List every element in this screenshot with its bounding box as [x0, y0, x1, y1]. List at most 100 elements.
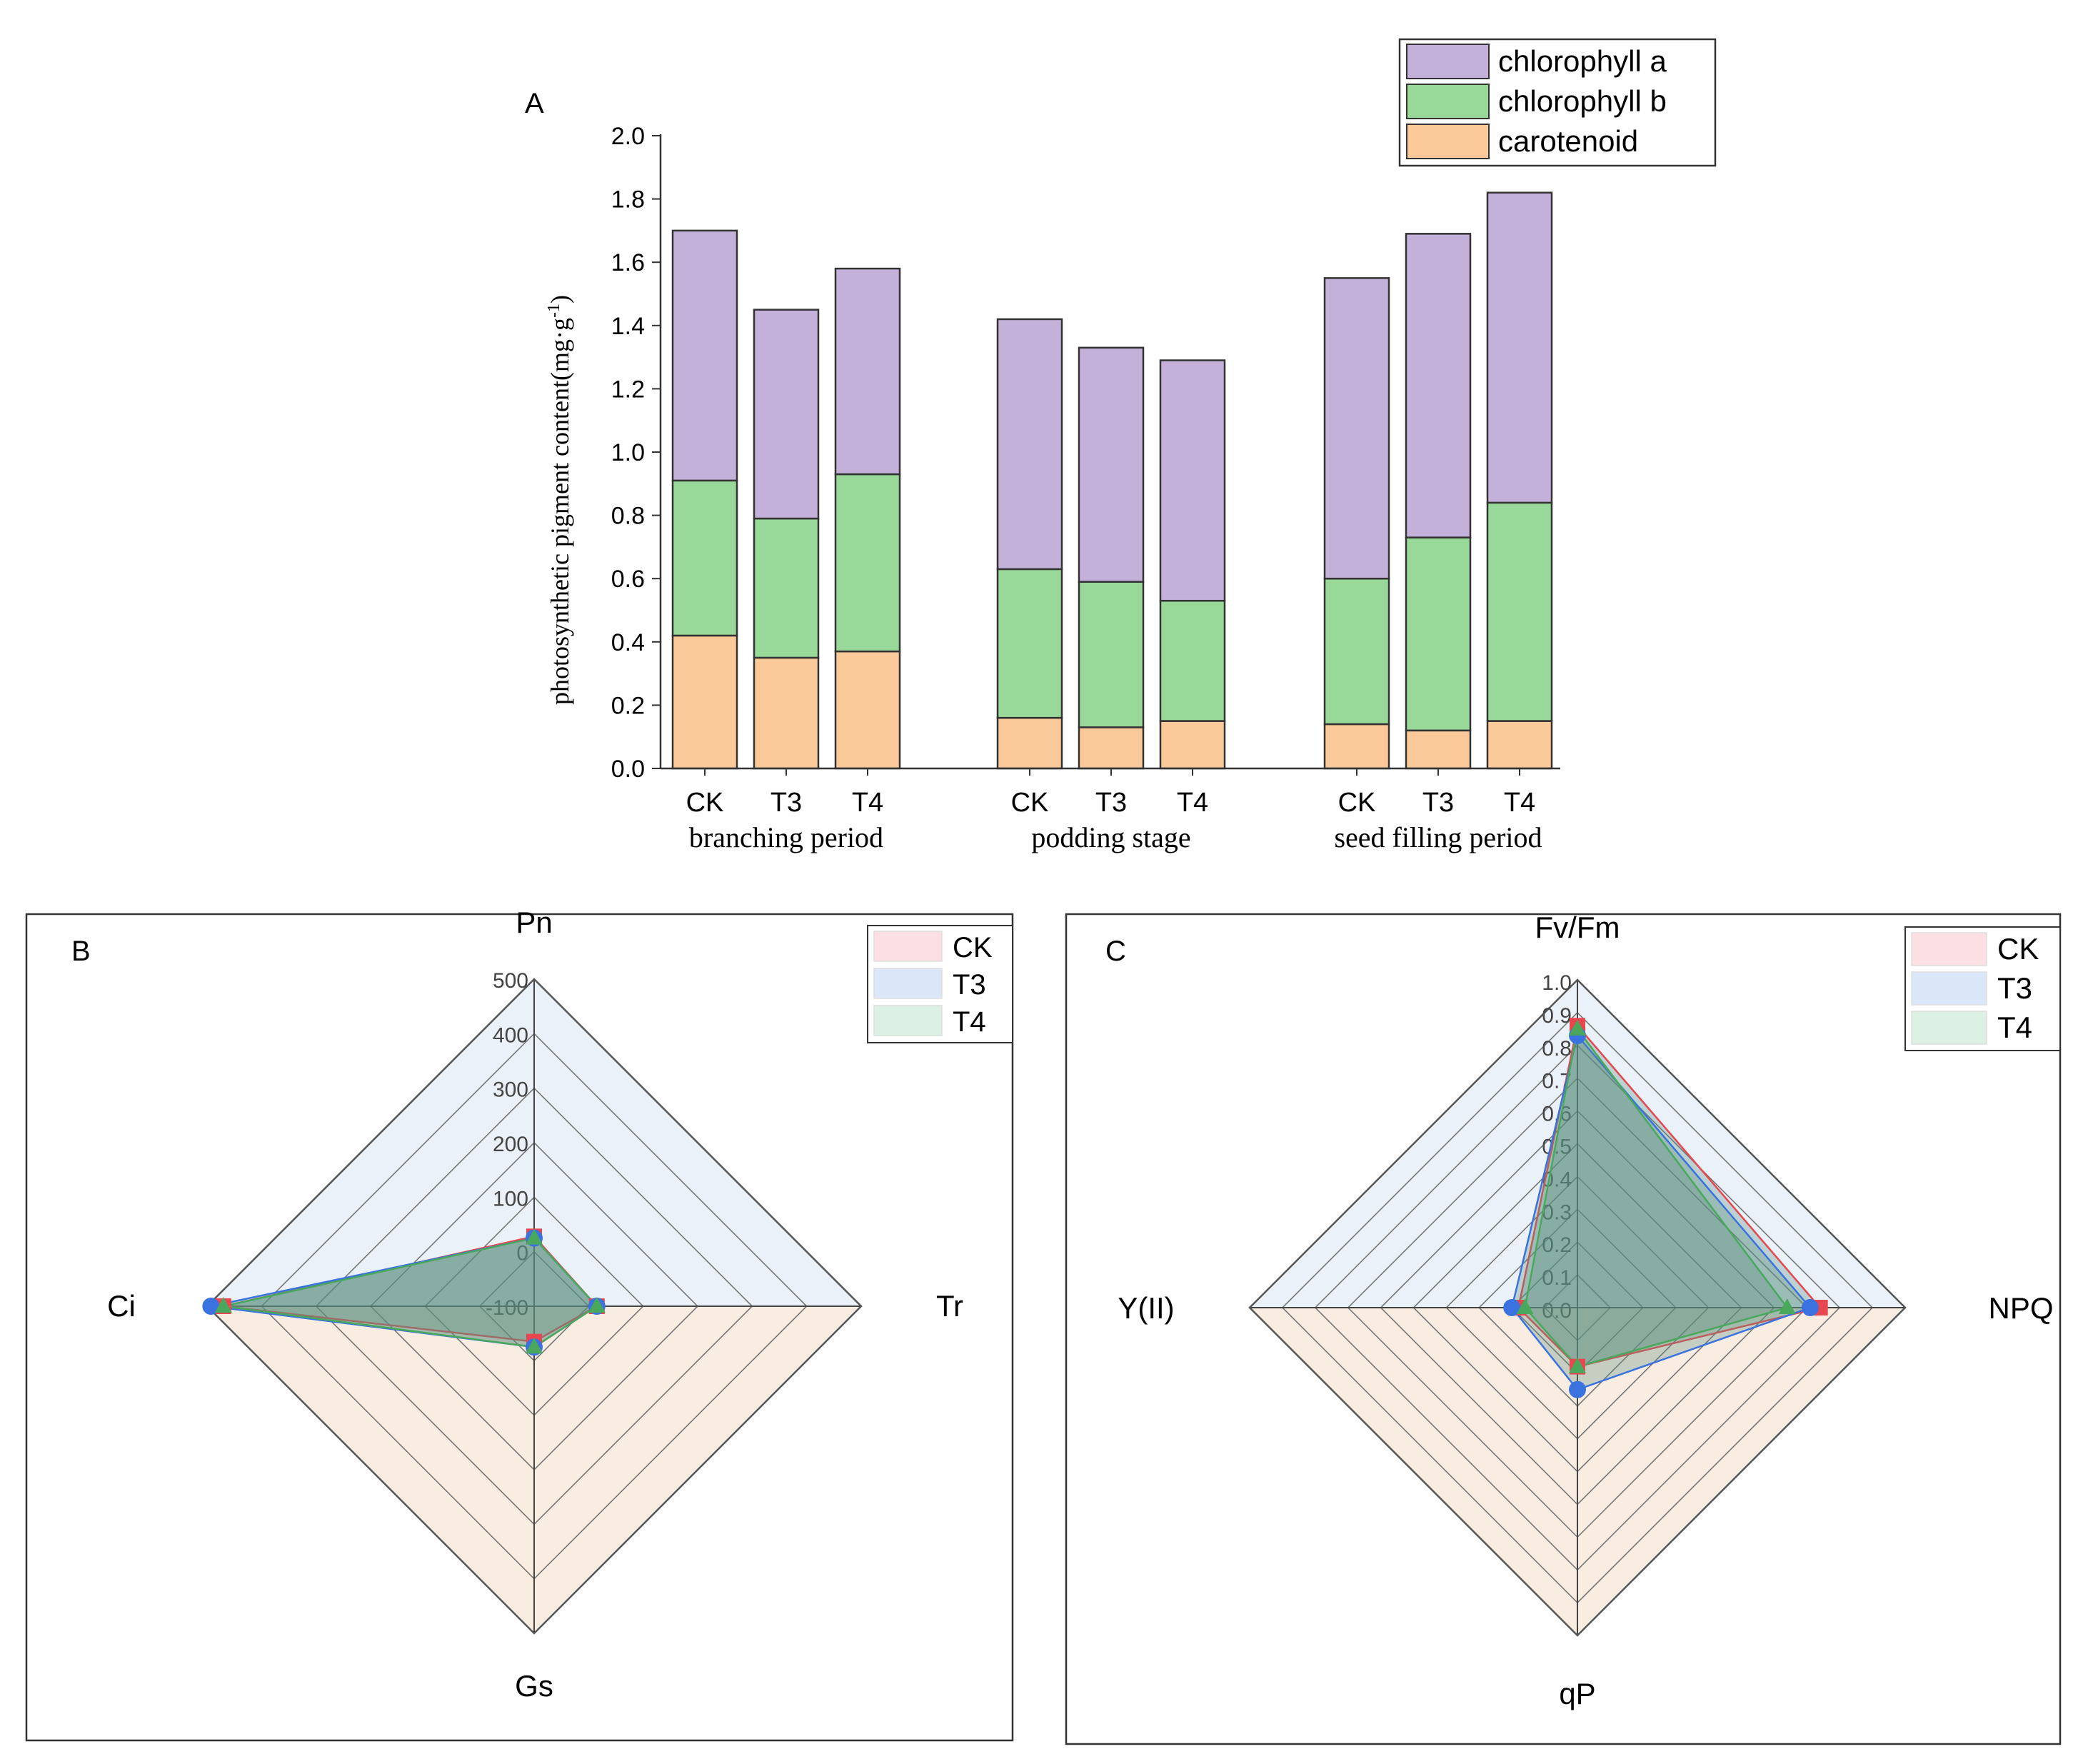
panel-b-label: B [71, 936, 91, 967]
legend-c-label-t3: T3 [1997, 971, 2032, 1005]
bar-chlorophyll-a-seed-filling-period-CK [1323, 277, 1390, 580]
x-tick-label-T3: T3 [1095, 788, 1127, 818]
legend-b-label-t3: T3 [953, 969, 986, 1001]
radarB-tick-label-500: 500 [493, 969, 528, 993]
bar-chlorophyll-a-branching-period-CK [671, 229, 738, 482]
radarC-outer-ring [1248, 978, 1907, 1637]
legend-a-swatch-chl-a [1406, 44, 1490, 79]
legend-b-swatch-ck [873, 931, 943, 962]
y-tick-label-0.6: 0.6 [611, 566, 645, 593]
bar-carotenoid-podding-stage-T3 [1078, 726, 1145, 770]
bar-carotenoid-podding-stage-T4 [1159, 720, 1226, 770]
y-tick-label-1.4: 1.4 [611, 313, 645, 340]
bar-carotenoid-branching-period-T3 [753, 656, 820, 770]
group-label-branching-period: branching period [689, 821, 883, 853]
radarB-tick-label-300: 300 [493, 1078, 528, 1102]
panel-a-label: A [525, 88, 544, 119]
x-tick-label-CK: CK [1011, 788, 1049, 818]
radarC-marker-T4-NPQ [1778, 1298, 1796, 1314]
bar-chlorophyll-a-podding-stage-CK [996, 318, 1063, 571]
legend-b-swatch-t4 [873, 1005, 943, 1036]
bar-chlorophyll-a-seed-filling-period-T4 [1486, 191, 1553, 504]
bar-chlorophyll-b-branching-period-T4 [834, 473, 901, 653]
x-tick-label-T4: T4 [1504, 788, 1535, 818]
bar-chlorophyll-b-podding-stage-T3 [1078, 581, 1145, 728]
panel-c-radar-chart: C 0.00.10.20.30.40.50.60.70.80.91.0Fv/Fm… [1065, 911, 2062, 1745]
panel-b-legend: CK T3 T4 [867, 925, 1013, 1043]
y-tick-label-0.8: 0.8 [611, 503, 645, 530]
radarC-marker-T3-NPQ [1801, 1299, 1819, 1316]
legend-c-swatch-t3 [1911, 971, 1987, 1006]
bar-chlorophyll-a-branching-period-T4 [834, 267, 901, 476]
radarC-marker-T4-Y(II) [1516, 1298, 1534, 1314]
radarB-marker-T4-Pn [526, 1228, 543, 1245]
radarC-axis-label-NPQ: NPQ [1988, 1291, 2053, 1325]
radarC-tick-label-0.3: 0.3 [1542, 1201, 1572, 1224]
radarB-outer-ring [206, 978, 863, 1635]
radarB-marker-T4-Gs [526, 1338, 543, 1354]
panel-b-radar-chart: B -100 0 100 200 300 400 500 Pn Tr Gs Ci CK T3 T4 [25, 906, 1014, 1742]
panel-c-label: C [1105, 936, 1126, 967]
legend-b-label-ck: CK [953, 932, 993, 963]
legend-a-label-chl-a: chlorophyll a [1498, 44, 1667, 78]
x-tick-label-CK: CK [686, 788, 724, 818]
legend-c-label-ck: CK [1997, 932, 2039, 966]
bar-chlorophyll-b-podding-stage-CK [996, 568, 1063, 719]
radarB-axis-label-Pn: Pn [516, 906, 552, 939]
radarB-tick-label--100: -100 [486, 1296, 528, 1320]
radarB-axis-label-Ci: Ci [107, 1289, 136, 1323]
bar-carotenoid-branching-period-CK [671, 634, 738, 770]
radarC-tick-label-0.9: 0.9 [1542, 1004, 1572, 1028]
bar-chlorophyll-a-seed-filling-period-T3 [1405, 233, 1472, 538]
legend-a-label-chl-b: chlorophyll b [1498, 84, 1667, 118]
group-label-podding-stage: podding stage [1031, 821, 1190, 853]
legend-c-swatch-ck [1911, 932, 1987, 966]
radarB-axis-label-Tr: Tr [936, 1289, 963, 1323]
y-tick-label-1.8: 1.8 [611, 186, 645, 214]
radarC-tick-label-0.8: 0.8 [1542, 1037, 1572, 1061]
radarB-axis-label-Gs: Gs [515, 1669, 553, 1703]
panel-a-legend: chlorophyll a chlorophyll b carotenoid [1398, 38, 1717, 167]
radarC-tick-label-1.0: 1.0 [1542, 971, 1572, 995]
radarB-marker-T4-Tr [588, 1297, 606, 1313]
radarC-marker-T3-Y(II) [1503, 1299, 1521, 1316]
y-tick-label-1.0: 1.0 [611, 439, 645, 466]
y-tick-label-1.2: 1.2 [611, 376, 645, 403]
radarB-tick-label-100: 100 [493, 1187, 528, 1211]
legend-c-label-t4: T4 [1997, 1011, 2032, 1044]
x-tick-label-T3: T3 [771, 788, 802, 818]
radarC-tick-label-0.0: 0.0 [1542, 1299, 1572, 1323]
legend-c-swatch-t4 [1911, 1011, 1987, 1045]
panel-c-frame [1065, 913, 2062, 1745]
bar-carotenoid-seed-filling-period-T4 [1486, 720, 1553, 770]
bar-carotenoid-seed-filling-period-T3 [1405, 729, 1472, 770]
panel-a-ylabel: photosynthetic pigment content(mg·g-1) [545, 295, 574, 705]
bar-carotenoid-podding-stage-CK [996, 716, 1063, 770]
radarC-marker-T3-qP [1569, 1380, 1586, 1398]
bar-chlorophyll-a-podding-stage-T4 [1159, 359, 1226, 602]
bar-chlorophyll-b-seed-filling-period-T3 [1405, 536, 1472, 732]
legend-b-label-t4: T4 [953, 1006, 986, 1038]
panel-b-frame [25, 913, 1014, 1742]
x-tick-label-T4: T4 [1177, 788, 1208, 818]
legend-b-swatch-t3 [873, 968, 943, 999]
radarB-marker-T3-Ci [202, 1298, 220, 1315]
bar-chlorophyll-b-podding-stage-T4 [1159, 599, 1226, 722]
radarC-marker-T4-Fv/Fm [1569, 1019, 1586, 1036]
radarC-axis-label-FvFm: Fv/Fm [1535, 911, 1620, 944]
panel-a-bar-chart: A photosynthetic pigment content(mg·g-1)… [525, 38, 1717, 853]
legend-a-swatch-chl-b [1406, 84, 1490, 119]
radarC-tick-label-0.1: 0.1 [1542, 1266, 1572, 1290]
bar-chlorophyll-b-seed-filling-period-CK [1323, 577, 1390, 726]
y-tick-label-0.4: 0.4 [611, 629, 645, 656]
x-tick-label-T3: T3 [1422, 788, 1454, 818]
bar-chlorophyll-b-branching-period-CK [671, 479, 738, 637]
bar-chlorophyll-a-podding-stage-T3 [1078, 346, 1145, 583]
radarC-tick-label-0.2: 0.2 [1542, 1233, 1572, 1257]
bar-carotenoid-seed-filling-period-CK [1323, 723, 1390, 770]
radarC-marker-T4-qP [1569, 1357, 1586, 1373]
radarB-tick-label-400: 400 [493, 1023, 528, 1047]
panel-c-legend: CK T3 T4 [1904, 926, 2061, 1051]
y-tick-label-2.0: 2.0 [611, 123, 645, 150]
